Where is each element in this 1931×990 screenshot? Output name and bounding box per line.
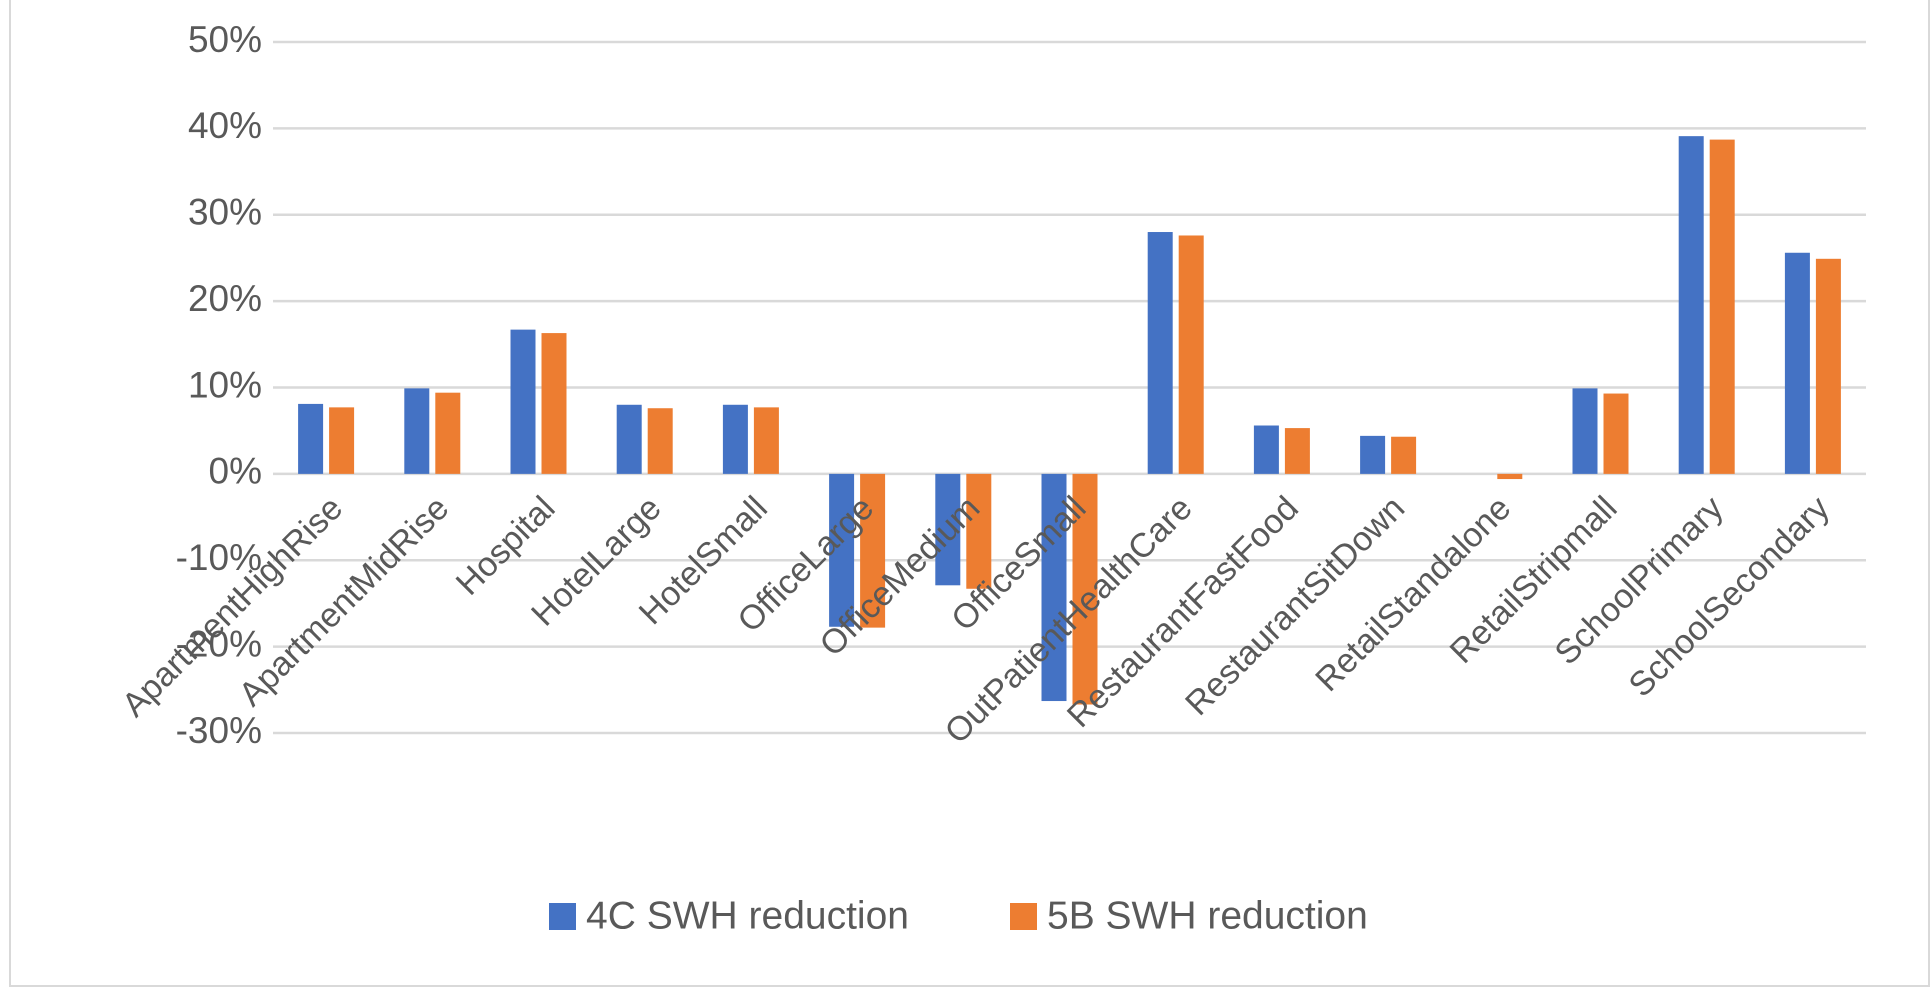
bar: [1572, 388, 1598, 474]
bar: [1678, 136, 1704, 474]
legend-swatch: [549, 903, 576, 930]
legend-item: 5B SWH reduction: [1010, 894, 1368, 937]
y-tick-label: 10%: [188, 364, 262, 405]
legend-item: 4C SWH reduction: [549, 894, 909, 937]
bar: [1041, 473, 1067, 702]
bar: [541, 333, 567, 474]
x-tick-label: RetailStandalone: [1308, 489, 1518, 699]
bar: [935, 473, 961, 586]
bar: [1253, 425, 1279, 474]
bar: [1391, 436, 1417, 474]
bar: [1360, 435, 1386, 474]
bar: [1815, 258, 1841, 474]
bar: [510, 329, 536, 474]
bar: [966, 473, 992, 589]
legend-swatch: [1010, 903, 1037, 930]
bar: [860, 473, 886, 628]
y-tick-label: -30%: [176, 710, 262, 751]
chart-frame: [9, 0, 1930, 987]
y-tick-label: 20%: [188, 278, 262, 319]
y-tick-label: 40%: [188, 105, 262, 146]
bar: [1709, 139, 1735, 474]
legend-label: 5B SWH reduction: [1047, 894, 1368, 937]
y-tick-label: -10%: [176, 537, 262, 578]
y-tick-label: 0%: [209, 451, 262, 492]
bar: [1178, 235, 1204, 474]
bar: [435, 392, 461, 474]
bar: [753, 407, 779, 474]
legend-label: 4C SWH reduction: [586, 894, 909, 937]
y-tick-label: -20%: [176, 623, 262, 664]
bar: [1072, 473, 1098, 705]
bar: [647, 408, 673, 474]
x-tick-label: SchoolSecondary: [1622, 489, 1837, 704]
y-tick-label: 30%: [188, 192, 262, 233]
bar: [1784, 252, 1810, 474]
x-tick-label: ApartmentMidRise: [232, 489, 457, 714]
bar: [1284, 428, 1310, 474]
bar: [722, 404, 748, 474]
bar: [1603, 393, 1629, 474]
bar: [329, 407, 355, 474]
bar: [829, 473, 855, 627]
bar: [404, 388, 430, 474]
bar: [298, 403, 324, 474]
y-tick-label: 50%: [188, 19, 262, 60]
bar: [1497, 473, 1523, 480]
bar: [1147, 232, 1173, 474]
bar: [616, 404, 642, 474]
